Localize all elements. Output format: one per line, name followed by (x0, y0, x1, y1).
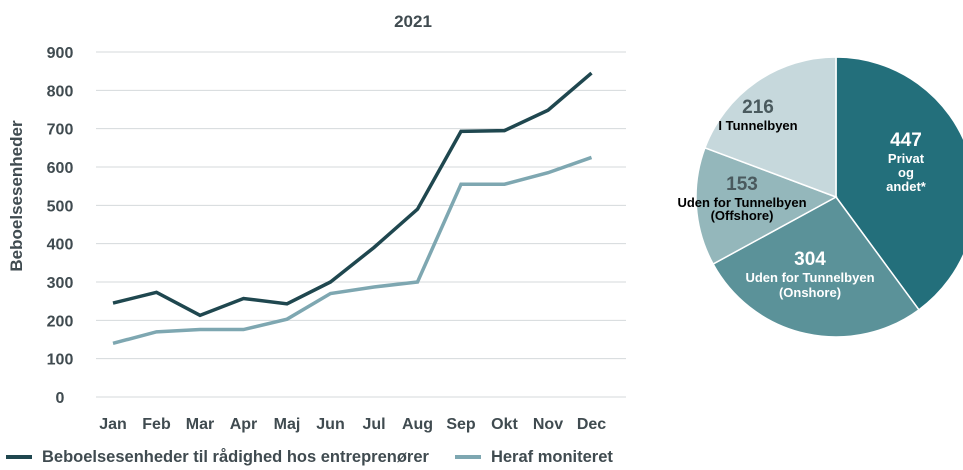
pie-value-label: 153 (726, 174, 758, 195)
y-tick-label: 600 (47, 160, 74, 177)
y-tick-label: 300 (47, 275, 74, 292)
x-tick-label: Mar (186, 416, 214, 433)
line-series (112, 71, 593, 346)
pie-category-label: Uden for Tunnelbyen (745, 270, 874, 285)
pie-category-label: Uden for Tunnelbyen (677, 195, 806, 210)
x-tick-label: Jun (316, 416, 344, 433)
y-tick-label: 500 (47, 198, 74, 215)
x-axis-ticks: Jan Feb Mar Apr Maj Jun Jul Aug Sep Okt Nov Dec (99, 416, 606, 433)
y-tick-label: 700 (47, 122, 74, 139)
x-tick-label: Sep (446, 416, 476, 433)
pie-category-label: og (898, 165, 914, 180)
legend-item-monitored: Heraf moniteret (454, 447, 613, 467)
legend: Beboelsesenheder til rådighed hos entrep… (6, 446, 639, 468)
pie-slice-offshore (695, 146, 838, 266)
pie-value-label: 304 (794, 249, 826, 270)
pie-category-label: (Onshore) (779, 285, 841, 300)
pie-slice-tunnelbyen (703, 56, 837, 199)
pie-slice-privat (835, 56, 963, 311)
legend-swatch-monitored (454, 455, 481, 459)
pie-category-label: (Offshore) (711, 208, 774, 223)
pie-category-label: I Tunnelbyen (718, 118, 797, 133)
x-tick-label: Apr (230, 416, 258, 433)
x-tick-label: Dec (577, 416, 606, 433)
y-axis-ticks: 0 100 200 300 400 500 600 700 800 900 (47, 45, 74, 407)
y-tick-label: 0 (56, 390, 65, 407)
y-tick-label: 200 (47, 313, 74, 330)
y-tick-label: 100 (47, 352, 74, 369)
chart-title: 2021 (394, 12, 432, 31)
pie-category-label: Privat (888, 151, 925, 166)
pie-category-label: andet* (886, 179, 927, 194)
y-tick-label: 800 (47, 83, 74, 100)
pie-slice-onshore (712, 196, 920, 338)
y-axis-title: Beboelsesenheder (7, 120, 26, 272)
x-tick-label: Jan (99, 416, 127, 433)
x-tick-label: Okt (491, 416, 518, 433)
series-line-available (112, 71, 593, 318)
legend-item-available: Beboelsesenheder til rådighed hos entrep… (6, 448, 429, 467)
legend-label-monitored: Heraf moniteret (490, 447, 613, 466)
x-tick-label: Nov (533, 416, 563, 433)
x-tick-label: Jul (362, 416, 385, 433)
pie-value-label: 447 (890, 130, 922, 151)
x-tick-label: Feb (142, 416, 171, 433)
x-tick-label: Maj (274, 416, 301, 433)
pie-value-label: 216 (742, 97, 774, 118)
y-tick-label: 900 (47, 45, 74, 62)
legend-swatch-available (6, 455, 32, 459)
x-tick-label: Aug (402, 416, 433, 433)
gridlines (96, 51, 626, 398)
legend-label-available: Beboelsesenheder til rådighed hos entrep… (42, 447, 429, 466)
y-tick-label: 400 (47, 237, 74, 254)
series-line-monitored (112, 155, 593, 346)
